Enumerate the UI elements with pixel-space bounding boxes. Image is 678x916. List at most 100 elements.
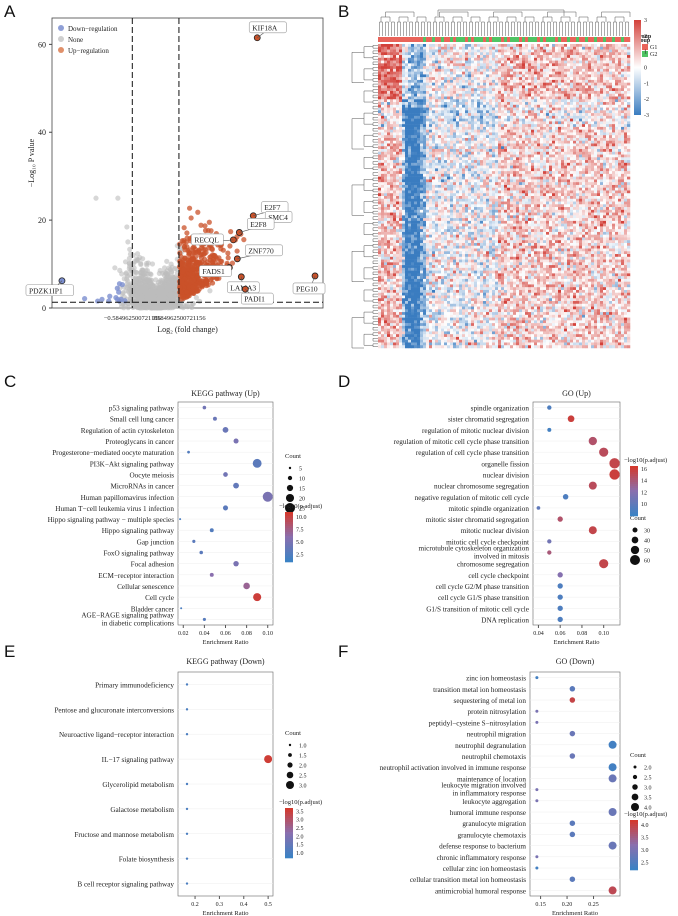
heatmap-cell	[384, 68, 388, 72]
heatmap-cell	[381, 124, 385, 128]
heatmap-cell	[612, 113, 616, 117]
heatmap-cell	[423, 132, 427, 136]
heatmap-cell	[474, 52, 478, 56]
heatmap-cell	[393, 118, 397, 122]
heatmap-cell	[447, 124, 451, 128]
heatmap-cell	[609, 132, 613, 136]
heatmap-cell	[573, 90, 577, 94]
heatmap-cell	[498, 82, 502, 86]
heatmap-cell	[549, 129, 553, 133]
heatmap-cell	[387, 107, 391, 111]
heatmap-cell	[429, 68, 433, 72]
row-dendrogram-branch	[372, 172, 378, 176]
heatmap-cell	[570, 102, 574, 106]
heatmap-cell	[411, 71, 415, 75]
heatmap-cell	[399, 126, 403, 130]
heatmap-cell	[414, 82, 418, 86]
heatmap-cell	[564, 74, 568, 78]
heatmap-cell	[504, 77, 508, 81]
heatmap-cell	[576, 52, 580, 56]
volcano-point	[120, 290, 126, 296]
heatmap-cell	[582, 66, 586, 70]
group-annotation-cell	[549, 37, 553, 42]
heatmap-cell	[486, 132, 490, 136]
heatmap-cell	[627, 79, 631, 83]
heatmap-cell	[528, 46, 532, 50]
row-dendrogram-branch	[372, 67, 378, 71]
heatmap-cell	[540, 90, 544, 94]
heatmap-cell	[405, 71, 409, 75]
group-annotation-cell	[597, 37, 601, 42]
heatmap-cell	[420, 126, 424, 130]
heatmap-cell	[408, 118, 412, 122]
heatmap-cell	[408, 60, 412, 64]
heatmap-cell	[378, 68, 382, 72]
heatmap-cell	[420, 88, 424, 92]
heatmap-cell	[591, 88, 595, 92]
row-dendrogram-branch	[372, 100, 378, 104]
heatmap-cell	[540, 68, 544, 72]
heatmap-cell	[555, 96, 559, 100]
heatmap-cell	[453, 129, 457, 133]
heatmap-cell	[480, 96, 484, 100]
heatmap-cell	[501, 121, 505, 125]
heatmap-cell	[444, 71, 448, 75]
heatmap-cell	[564, 63, 568, 67]
heatmap-cell	[408, 66, 412, 70]
heatmap-cell	[531, 124, 535, 128]
heatmap-cell	[570, 85, 574, 89]
heatmap-cell	[507, 93, 511, 97]
dendrogram-branch	[445, 21, 449, 26]
heatmap-cell	[621, 63, 625, 67]
heatmap-cell	[624, 115, 628, 119]
heatmap-cell	[378, 121, 382, 125]
heatmap-cell	[546, 68, 550, 72]
heatmap-cell	[585, 107, 589, 111]
volcano-point	[116, 298, 122, 304]
heatmap-cell	[441, 71, 445, 75]
heatmap-cell	[549, 60, 553, 64]
heatmap-cell	[387, 46, 391, 50]
heatmap-cell	[609, 129, 613, 133]
heatmap-cell	[468, 82, 472, 86]
heatmap-cell	[420, 93, 424, 97]
heatmap-cell	[552, 60, 556, 64]
volcano-point	[179, 260, 185, 266]
heatmap-cell	[417, 104, 421, 108]
heatmap-cell	[423, 102, 427, 106]
heatmap-cell	[513, 96, 517, 100]
heatmap-cell	[402, 96, 406, 100]
heatmap-cell	[501, 118, 505, 122]
heatmap-cell	[504, 57, 508, 61]
heatmap-cell	[606, 63, 610, 67]
heatmap-cell	[624, 79, 628, 83]
heatmap-cell	[447, 132, 451, 136]
heatmap-cell	[414, 57, 418, 61]
heatmap-cell	[555, 107, 559, 111]
heatmap-cell	[546, 82, 550, 86]
heatmap-cell	[510, 104, 514, 108]
heatmap-cell	[429, 99, 433, 103]
heatmap-cell	[582, 121, 586, 125]
heatmap-cell	[603, 93, 607, 97]
heatmap-cell	[402, 57, 406, 61]
heatmap-cell	[465, 102, 469, 106]
heatmap-cell	[390, 124, 394, 128]
heatmap-cell	[567, 113, 571, 117]
heatmap-cell	[396, 77, 400, 81]
volcano-point	[181, 225, 187, 231]
row-dendrogram-branch	[372, 216, 378, 220]
heatmap-cell	[387, 115, 391, 119]
heatmap-cell	[591, 66, 595, 70]
heatmap-cell	[435, 113, 439, 117]
heatmap-cell	[585, 55, 589, 59]
heatmap-cell	[522, 74, 526, 78]
heatmap-cell	[474, 46, 478, 50]
group-annotation-cell	[546, 37, 550, 42]
group-annotation-cell	[522, 37, 526, 42]
volcano-point	[95, 298, 101, 304]
heatmap-cell	[456, 46, 460, 50]
heatmap-cell	[441, 82, 445, 86]
row-dendrogram-branch	[372, 238, 378, 242]
heatmap-cell	[492, 121, 496, 125]
